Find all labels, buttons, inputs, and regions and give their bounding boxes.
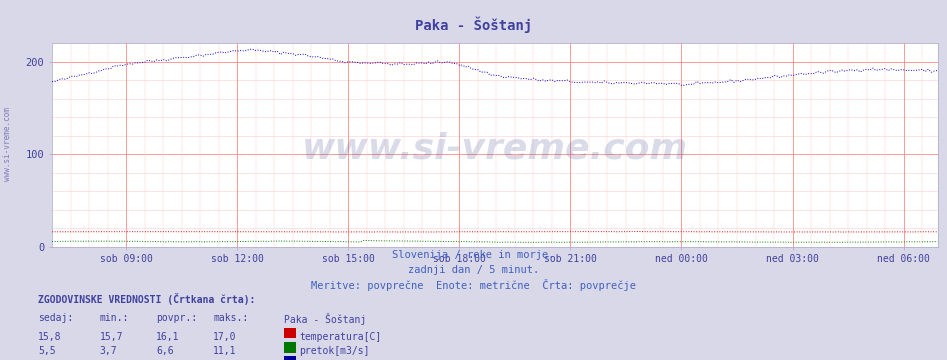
Text: zadnji dan / 5 minut.: zadnji dan / 5 minut. [408, 265, 539, 275]
Text: 6,6: 6,6 [156, 346, 174, 356]
Text: Meritve: povprečne  Enote: metrične  Črta: povprečje: Meritve: povprečne Enote: metrične Črta:… [311, 279, 636, 291]
Text: maks.:: maks.: [213, 313, 248, 323]
Text: Paka - Šoštanj: Paka - Šoštanj [284, 313, 366, 325]
Text: pretok[m3/s]: pretok[m3/s] [299, 346, 369, 356]
Text: sedaj:: sedaj: [38, 313, 73, 323]
Text: www.si-vreme.com: www.si-vreme.com [302, 132, 688, 166]
Text: 11,1: 11,1 [213, 346, 237, 356]
Text: min.:: min.: [99, 313, 129, 323]
Text: www.si-vreme.com: www.si-vreme.com [3, 107, 12, 181]
Text: 5,5: 5,5 [38, 346, 56, 356]
Text: 3,7: 3,7 [99, 346, 117, 356]
Text: ZGODOVINSKE VREDNOSTI (Črtkana črta):: ZGODOVINSKE VREDNOSTI (Črtkana črta): [38, 293, 256, 305]
Text: 17,0: 17,0 [213, 332, 237, 342]
Text: temperatura[C]: temperatura[C] [299, 332, 382, 342]
Text: povpr.:: povpr.: [156, 313, 197, 323]
Text: Paka - Šoštanj: Paka - Šoštanj [415, 16, 532, 33]
Text: 15,7: 15,7 [99, 332, 123, 342]
Text: 15,8: 15,8 [38, 332, 62, 342]
Text: Slovenija / reke in morje.: Slovenija / reke in morje. [392, 250, 555, 260]
Text: 16,1: 16,1 [156, 332, 180, 342]
